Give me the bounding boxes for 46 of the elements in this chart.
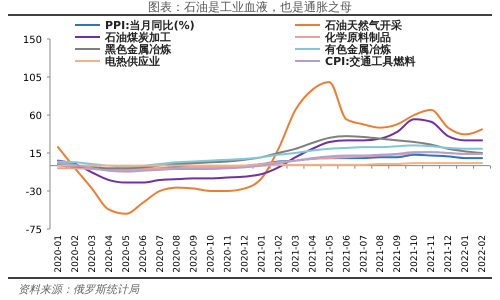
line-series [57,118,483,184]
x-tick-label: 2021-08 [376,234,386,273]
legend-label: CPI:交通工具燃料 [325,55,416,68]
x-tick-label: 2021-01 [258,235,268,273]
y-tick-label: -30 [26,187,42,198]
x-tick-label: 2021-07 [359,235,370,273]
x-tick-label: 2021-10 [410,234,420,273]
x-tick-label: 2020-12 [240,235,251,273]
line-series [57,144,483,168]
x-tick-label: 2021-06 [342,234,352,273]
x-tick-label: 2020-07 [156,235,166,273]
legend-label: PPI:当月同比(%) [105,19,195,32]
x-tick-label: 2020-10 [206,234,217,273]
y-tick-label: 60 [29,111,42,122]
x-tick-label: 2022-01 [461,235,472,273]
x-tick-label: 2022-02 [478,235,488,273]
x-tick-label: 2020-08 [172,234,183,273]
x-tick-label: 2020-09 [190,234,200,273]
legend-label: 黑色金属冶炼 [104,43,172,56]
x-tick-label: 2020-04 [104,234,115,273]
text: 资料来源：俄罗斯统计局 [18,283,140,296]
x-tick-label: 2021-02 [274,235,284,273]
x-tick-label: 2021-05 [325,235,336,273]
x-tick-label: 2020-02 [70,235,81,273]
line-series [57,81,483,215]
x-tick-label: 2020-06 [138,234,149,273]
x-tick-label: 2021-12 [444,235,454,273]
legend-label: 石油煤炭加工 [104,31,171,44]
x-tick-label: 2020-03 [88,235,98,273]
x-tick-label: 2021-11 [427,235,438,273]
x-tick-label: 2020-11 [224,235,234,273]
x-tick-label: 2021-04 [308,234,318,273]
x-tick-label: 2021-03 [291,235,302,273]
line-series [57,135,483,170]
y-tick-label: 150 [22,35,42,46]
y-tick-label: -75 [26,225,42,236]
x-tick-label: 2020-01 [54,235,64,273]
y-tick-label: 105 [22,73,42,84]
legend-label: 有色金属冶炼 [324,43,392,56]
x-tick-label: 2020-05 [122,235,132,273]
x-tick-label: 2021-09 [393,234,404,273]
legend-label: 电热供应业 [105,55,160,68]
chart-title: 图表：石油是工业血液，也是通胀之母 [148,0,352,14]
legend-label: 石油天然气开采 [324,19,402,32]
legend-label: 化学原料制品 [324,31,391,44]
y-tick-label: 15 [29,149,42,160]
